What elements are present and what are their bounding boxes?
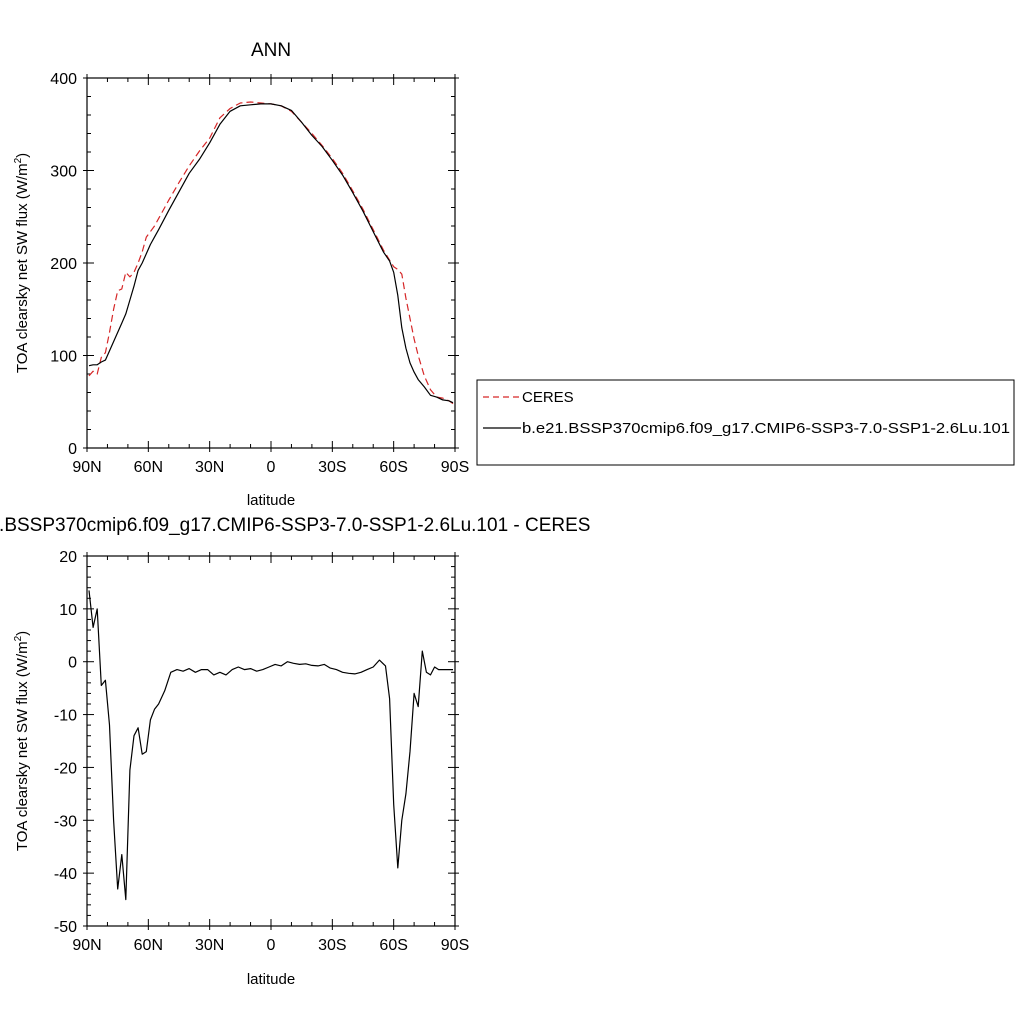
y-tick-label: 100 [50,349,77,366]
x-tick-label: 30N [195,459,224,476]
x-tick-label: 90N [72,937,101,954]
y-tick-label: -20 [54,760,77,777]
legend-box [476,379,1015,466]
x-tick-label: 90S [441,459,469,476]
y-tick-label: 0 [68,441,77,458]
x-tick-label: 30S [318,459,346,476]
y-axis-label: TOA clearsky net SW flux (W/m2) [13,631,31,851]
x-tick-label: 90S [441,937,469,954]
x-tick-label: 30S [318,937,346,954]
difference-chart-title: b.e21.BSSP370cmip6.f09_g17.CMIP6-SSP3-7.… [0,515,590,536]
y-tick-label: -50 [54,919,77,936]
legend-label-model: b.e21.BSSP370cmip6.f09_g17.CMIP6-SSP3-7.… [522,420,1010,437]
x-tick-label: 60S [379,937,407,954]
series-line-model [88,103,454,404]
legend: CERES b.e21.BSSP370cmip6.f09_g17.CMIP6-S… [476,379,1015,466]
y-tick-label: 10 [59,602,77,619]
chart-title: ANN [251,40,291,61]
legend-label-ceres: CERES [522,389,574,406]
x-tick-label: 30N [195,937,224,954]
y-axis-label-superscript: 2 [13,635,24,641]
x-tick-label: 0 [267,937,276,954]
x-tick-label: 90N [72,459,101,476]
x-axis: 90N 60N 30N 0 30S 60S 90S [72,74,469,476]
y-tick-label: 300 [50,164,77,181]
y-tick-label: 200 [50,256,77,273]
y-tick-label: 400 [50,71,77,88]
x-tick-label: 60N [134,459,163,476]
y-tick-label: 20 [59,549,77,566]
y-tick-label: -40 [54,866,77,883]
x-axis-label: latitude [247,492,295,509]
climatology-panel: ANN 90N 60N 30N 0 30S 60S 90S 0 100 200 300 400 la… [13,40,469,509]
y-axis: -50 -40 -30 -20 -10 0 10 20 [54,549,459,936]
series-line-difference [88,590,453,901]
difference-panel: b.e21.BSSP370cmip6.f09_g17.CMIP6-SSP3-7.… [0,515,590,988]
x-axis: 90N 60N 30N 0 30S 60S 90S [72,552,469,954]
plot-frame [86,555,456,927]
x-axis-label: latitude [247,971,295,988]
x-tick-label: 60S [379,459,407,476]
y-axis: 0 100 200 300 400 [50,71,459,458]
y-tick-label: -10 [54,708,77,725]
series-layer [88,590,453,901]
y-tick-label: -30 [54,813,77,830]
x-tick-label: 0 [267,459,276,476]
x-tick-label: 60N [134,937,163,954]
y-axis-label-superscript: 2 [13,157,24,163]
y-tick-label: 0 [68,655,77,672]
y-axis-label: TOA clearsky net SW flux (W/m2) [13,153,31,373]
series-layer [88,101,454,405]
series-line-ceres [88,101,454,405]
